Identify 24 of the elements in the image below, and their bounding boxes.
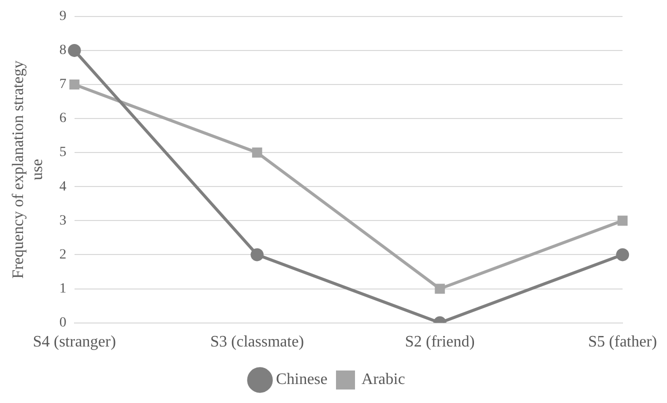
y-tick-label: 2 <box>59 247 66 262</box>
y-tick-label: 4 <box>59 179 66 194</box>
point <box>616 248 630 262</box>
y-tick-label: 7 <box>59 77 66 92</box>
y-tick-label: 8 <box>59 43 66 58</box>
point <box>434 284 445 294</box>
x-tick-label: S3 (classmate) <box>210 334 304 351</box>
x-tick-label: S5 (father) <box>588 334 657 351</box>
point <box>68 44 81 57</box>
point <box>69 79 80 90</box>
legend-label: Chinese <box>276 371 328 388</box>
y-tick-label: 6 <box>59 111 66 126</box>
y-tick-label: 9 <box>59 9 66 24</box>
point <box>250 248 264 262</box>
y-tick-label: 5 <box>59 145 66 160</box>
x-tick-label: S4 (stranger) <box>32 334 116 351</box>
y-axis-title: Frequency of explanation strategy use <box>10 60 46 279</box>
y-tick-label: 1 <box>59 281 66 296</box>
point <box>252 148 262 158</box>
legend-label: Arabic <box>362 371 406 388</box>
point <box>618 216 628 226</box>
x-tick-label: S2 (friend) <box>404 334 475 351</box>
y-tick-label: 0 <box>59 315 66 330</box>
y-tick-label: 3 <box>59 213 66 228</box>
